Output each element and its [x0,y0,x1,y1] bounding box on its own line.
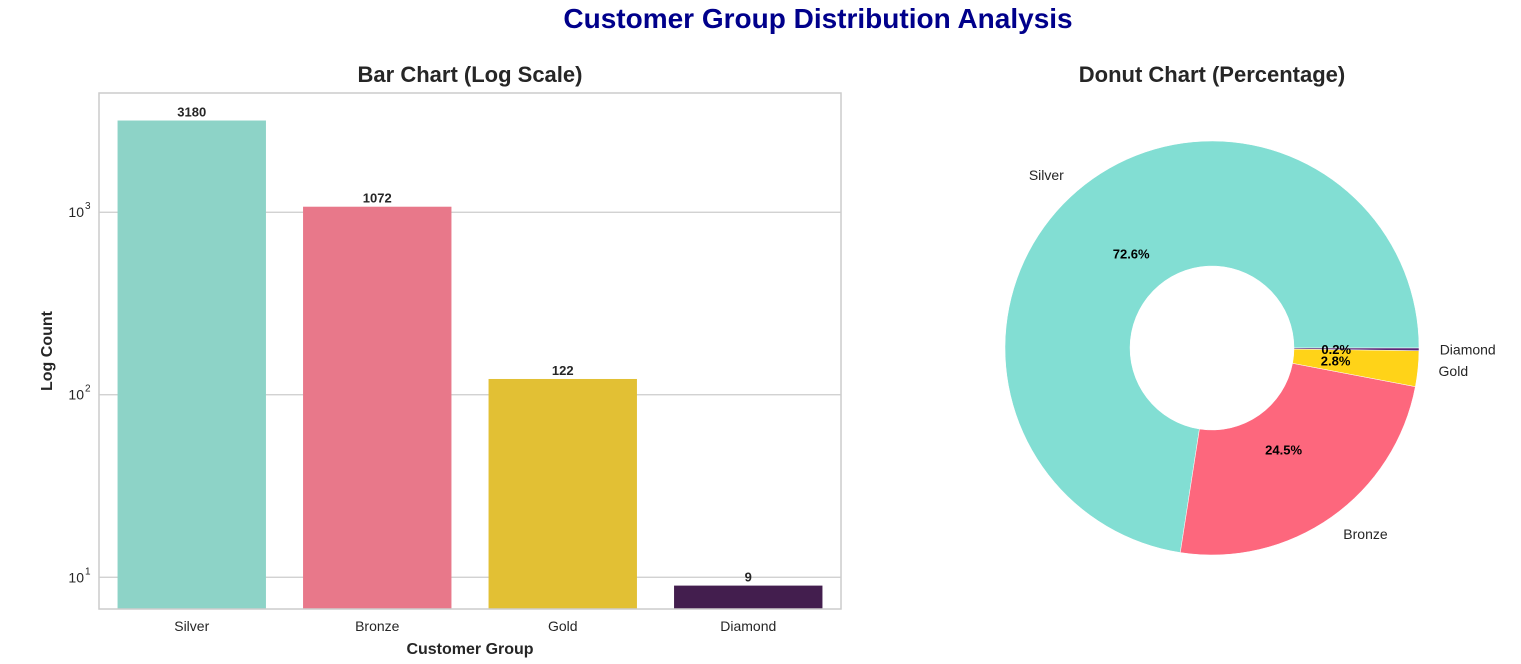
donut-category-label: Silver [1029,167,1064,183]
bar-plot-frame [98,92,842,610]
bar-chart-title: Bar Chart (Log Scale) [358,62,583,87]
donut-chart: Donut Chart (Percentage) Silver 72.6% Bron… [1004,62,1496,556]
bar-value-label: 9 [745,570,752,585]
donut-percent-label: 72.6% [1113,247,1150,262]
bar-value-label: 1072 [363,191,392,206]
bar-x-tick-label: Bronze [355,618,400,634]
donut-category-label: Bronze [1343,526,1388,542]
bar-series [117,120,823,609]
bar-x-ticks: Silver Bronze Gold Diamond [174,618,776,634]
bar-value-label: 122 [552,363,574,378]
bar-y-tick-label: 10 [68,204,84,220]
donut-percent-label: 2.8% [1321,353,1351,368]
bar-y-tick-label: 10 [68,569,84,585]
bar-x-tick-label: Gold [548,618,578,634]
bar-y-tick-exponent: 3 [85,201,91,212]
bar-y-tick-exponent: 2 [85,384,91,395]
bar-diamond [674,585,823,609]
bar-x-axis-label: Customer Group [406,641,533,658]
bar-y-axis-label: Log Count [39,310,56,391]
bar-y-tick-exponent: 1 [85,566,91,577]
donut-labels: Silver 72.6% Bronze 24.5% Gold 2.8% Diamond 0.2… [1029,167,1496,542]
donut-category-label: Gold [1439,363,1469,379]
figure-title: Customer Group Distribution Analysis [563,3,1072,34]
donut-percent-label: 24.5% [1265,442,1302,457]
donut-wedge-bronze [1180,363,1416,556]
bar-gold [488,378,637,609]
bar-data-labels: 3180 1072 122 9 [177,105,752,585]
bar-silver [117,120,266,609]
donut-percent-label: 0.2% [1321,342,1351,357]
donut-chart-title: Donut Chart (Percentage) [1079,62,1345,87]
bar-bronze [303,206,452,609]
bar-value-label: 3180 [177,105,206,120]
bar-y-tick-label: 10 [68,387,84,403]
donut-wedge-diamond [1293,347,1420,351]
donut-wedges [1004,140,1420,556]
donut-category-label: Diamond [1440,341,1496,357]
bar-x-tick-label: Diamond [720,618,776,634]
bar-x-tick-label: Silver [174,618,209,634]
